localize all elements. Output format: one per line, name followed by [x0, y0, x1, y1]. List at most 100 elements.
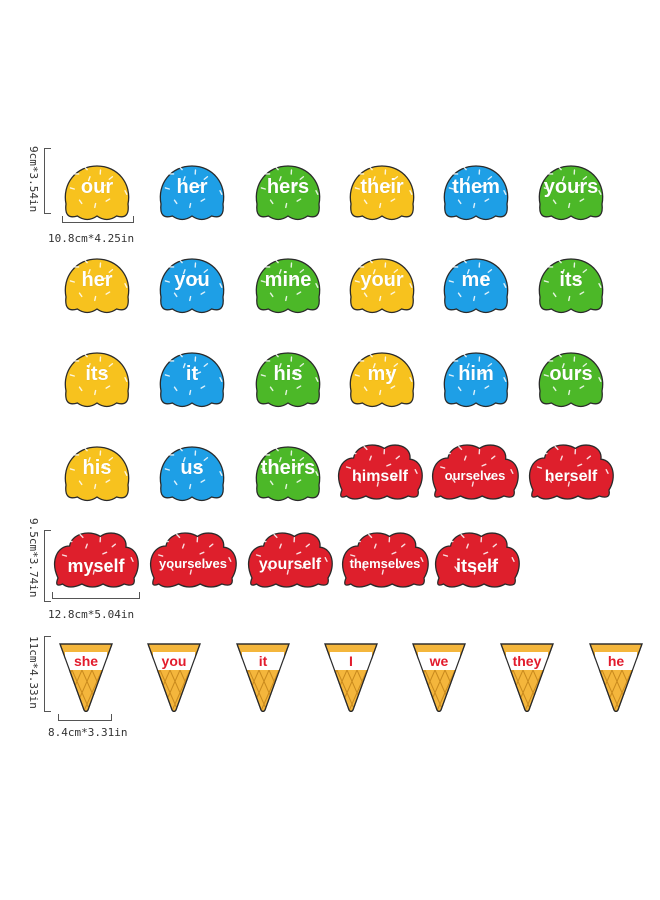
scoop-word: you: [174, 269, 210, 291]
scoop-word: myself: [67, 556, 125, 576]
scoop-shape: [443, 165, 509, 221]
small-scoop-sticker: my: [347, 347, 417, 409]
small-height-bracket: [44, 148, 51, 214]
scoop-word: my: [367, 363, 397, 385]
cone-word: it: [258, 653, 268, 669]
large-scoop-sticker: themselves: [340, 528, 430, 588]
cone-sticker: I: [323, 640, 379, 712]
cone-sticker: it: [235, 640, 291, 712]
scoop-word: our: [80, 176, 114, 198]
cone-word: you: [161, 653, 187, 669]
small-scoop-sticker: you: [157, 253, 227, 315]
scoop-word: its: [559, 269, 583, 291]
large-height-bracket: [44, 530, 51, 602]
scoop-word: his: [82, 457, 112, 479]
small-width-label: 10.8cm*4.25in: [48, 232, 135, 245]
scoop-word: yourself: [258, 556, 322, 573]
scoop-shape: [159, 446, 225, 502]
scoop-word: yours: [543, 176, 599, 198]
large-scoop-sticker: yourself: [246, 528, 334, 588]
scoop-shape: [54, 532, 139, 588]
scoop-shape: [64, 165, 130, 221]
scoop-shape: [338, 444, 423, 500]
scoop-word: their: [360, 176, 404, 198]
small-scoop-sticker: him: [441, 347, 511, 409]
large-scoop-sticker: herself: [527, 440, 615, 500]
cone-sticker: he: [588, 640, 644, 712]
scoop-shape: [443, 258, 509, 314]
scoop-shape: [248, 532, 333, 588]
small-width-bracket: [62, 216, 134, 223]
scoop-word: his: [273, 363, 303, 385]
cone-shape: [236, 643, 290, 712]
scoop-shape: [538, 258, 604, 314]
scoop-word: her: [176, 176, 208, 198]
large-scoop-sticker: myself: [52, 528, 140, 588]
cone-sticker: they: [499, 640, 555, 712]
cone-word: I: [349, 653, 353, 669]
large-height-label: 9.5cm*3.74in: [27, 518, 40, 598]
scoop-shape: [529, 444, 614, 500]
scoop-shape: [255, 258, 321, 314]
small-scoop-sticker: its: [62, 347, 132, 409]
small-scoop-sticker: me: [441, 253, 511, 315]
small-scoop-sticker: hers: [253, 160, 323, 222]
cone-shape: [500, 643, 554, 712]
small-scoop-sticker: her: [62, 253, 132, 315]
scoop-shape: [159, 258, 225, 314]
large-scoop-sticker: yourselves: [148, 528, 238, 588]
cone-sticker: we: [411, 640, 467, 712]
cone-sticker: you: [146, 640, 202, 712]
scoop-shape: [349, 165, 415, 221]
cone-shape: [59, 643, 113, 712]
scoop-word: ourselves: [444, 468, 506, 483]
cone-word: she: [73, 653, 99, 669]
scoop-shape: [64, 258, 130, 314]
scoop-shape: [432, 444, 519, 500]
scoop-shape: [255, 165, 321, 221]
scoop-word: your: [360, 269, 404, 291]
scoop-shape: [342, 532, 429, 588]
scoop-word: yourselves: [159, 556, 227, 571]
cone-shape: [412, 643, 466, 712]
cone-height-label: 11cm*4.33in: [27, 636, 40, 709]
large-width-label: 12.8cm*5.04in: [48, 608, 135, 621]
scoop-shape: [150, 532, 237, 588]
small-scoop-sticker: us: [157, 441, 227, 503]
cone-shape: [147, 643, 201, 712]
small-scoop-sticker: them: [441, 160, 511, 222]
scoop-word: him: [458, 363, 494, 385]
large-width-bracket: [52, 592, 140, 599]
small-scoop-sticker: your: [347, 253, 417, 315]
small-scoop-sticker: her: [157, 160, 227, 222]
small-scoop-sticker: ours: [536, 347, 606, 409]
cone-width-bracket: [58, 714, 112, 721]
scoop-word: theirs: [260, 457, 316, 479]
scoop-word: mine: [264, 269, 312, 291]
scoop-shape: [538, 352, 604, 408]
cone-sticker: she: [58, 640, 114, 712]
cone-word: he: [607, 653, 625, 669]
large-scoop-sticker: itself: [433, 528, 521, 588]
scoop-word: us: [180, 457, 204, 479]
large-scoop-sticker: himself: [336, 440, 424, 500]
scoop-shape: [159, 165, 225, 221]
cone-word: we: [429, 653, 449, 669]
scoop-word: it: [185, 363, 199, 385]
scoop-word: hers: [266, 176, 310, 198]
scoop-shape: [255, 352, 321, 408]
cone-word: they: [512, 653, 542, 669]
small-scoop-sticker: their: [347, 160, 417, 222]
small-scoop-sticker: theirs: [253, 441, 323, 503]
small-scoop-sticker: our: [62, 160, 132, 222]
scoop-shape: [443, 352, 509, 408]
small-scoop-sticker: his: [253, 347, 323, 409]
scoop-word: herself: [544, 468, 598, 485]
small-scoop-sticker: its: [536, 253, 606, 315]
scoop-shape: [255, 446, 321, 502]
scoop-word: its: [85, 363, 109, 385]
scoop-shape: [538, 165, 604, 221]
scoop-shape: [349, 258, 415, 314]
scoop-word: them: [452, 176, 500, 198]
scoop-shape: [64, 352, 130, 408]
